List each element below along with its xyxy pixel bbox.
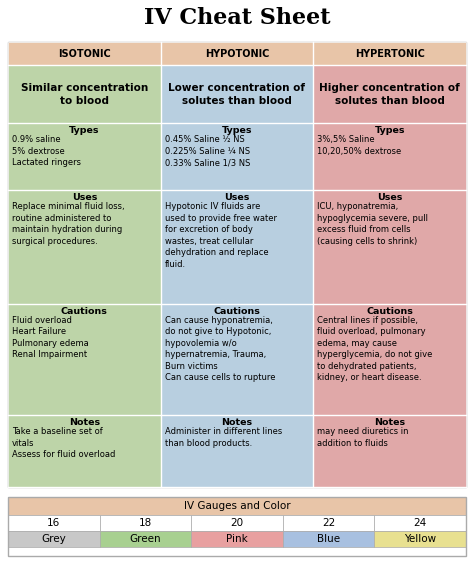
- Text: Cautions: Cautions: [214, 307, 260, 316]
- Text: Cautions: Cautions: [366, 307, 413, 316]
- Bar: [313, 304, 466, 415]
- Text: 20: 20: [230, 518, 244, 528]
- Text: HYPERTONIC: HYPERTONIC: [355, 48, 425, 58]
- Text: Administer in different lines
than blood products.: Administer in different lines than blood…: [164, 427, 282, 447]
- Bar: [8, 497, 466, 556]
- Text: Can cause hyponatremia,
do not give to Hypotonic,
hypovolemia w/o
hypernatremia,: Can cause hyponatremia, do not give to H…: [164, 316, 275, 382]
- Text: Take a baseline set of
vitals
Assess for fluid overload: Take a baseline set of vitals Assess for…: [12, 427, 115, 459]
- Text: 16: 16: [47, 518, 60, 528]
- Bar: [8, 123, 161, 191]
- Text: ICU, hyponatremia,
hypoglycemia severe, pull
excess fluid from cells
(causing ce: ICU, hyponatremia, hypoglycemia severe, …: [317, 202, 428, 246]
- Bar: [374, 515, 466, 531]
- Text: Blue: Blue: [317, 534, 340, 544]
- Text: Notes: Notes: [374, 418, 405, 427]
- Text: 0.9% saline
5% dextrose
Lactated ringers: 0.9% saline 5% dextrose Lactated ringers: [12, 135, 81, 167]
- Text: Replace minimal fluid loss,
routine administered to
maintain hydration during
su: Replace minimal fluid loss, routine admi…: [12, 202, 125, 246]
- Bar: [8, 531, 100, 547]
- Text: Similar concentration
to blood: Similar concentration to blood: [21, 83, 148, 106]
- Bar: [313, 65, 466, 123]
- Text: Higher concentration of
solutes than blood: Higher concentration of solutes than blo…: [319, 83, 460, 106]
- Text: Hypotonic IV fluids are
used to provide free water
for excretion of body
wastes,: Hypotonic IV fluids are used to provide …: [164, 202, 277, 269]
- Bar: [8, 304, 161, 415]
- Text: 24: 24: [414, 518, 427, 528]
- Text: ISOTONIC: ISOTONIC: [58, 48, 111, 58]
- Bar: [161, 191, 313, 304]
- Text: Fluid overload
Heart Failure
Pulmonary edema
Renal Impairment: Fluid overload Heart Failure Pulmonary e…: [12, 316, 89, 359]
- Bar: [8, 42, 161, 65]
- Text: Cautions: Cautions: [61, 307, 108, 316]
- Bar: [313, 415, 466, 487]
- Text: Uses: Uses: [377, 193, 402, 202]
- Bar: [8, 65, 161, 123]
- Bar: [161, 123, 313, 191]
- Bar: [8, 191, 161, 304]
- Bar: [191, 515, 283, 531]
- Text: Types: Types: [222, 126, 252, 135]
- Bar: [161, 415, 313, 487]
- Bar: [283, 515, 374, 531]
- Bar: [313, 42, 466, 65]
- Text: Notes: Notes: [69, 418, 100, 427]
- Text: IV Gauges and Color: IV Gauges and Color: [184, 501, 290, 511]
- Text: HYPOTONIC: HYPOTONIC: [205, 48, 269, 58]
- Bar: [161, 65, 313, 123]
- Text: Uses: Uses: [72, 193, 97, 202]
- Bar: [100, 515, 191, 531]
- Bar: [313, 123, 466, 191]
- Bar: [191, 531, 283, 547]
- Text: Grey: Grey: [41, 534, 66, 544]
- Text: may need diuretics in
addition to fluids: may need diuretics in addition to fluids: [317, 427, 409, 447]
- Bar: [313, 191, 466, 304]
- Text: Notes: Notes: [221, 418, 253, 427]
- Bar: [8, 415, 161, 487]
- Text: Yellow: Yellow: [404, 534, 436, 544]
- Text: Uses: Uses: [224, 193, 250, 202]
- Bar: [374, 531, 466, 547]
- Text: Types: Types: [374, 126, 405, 135]
- Text: Pink: Pink: [226, 534, 248, 544]
- Bar: [8, 42, 466, 487]
- Bar: [283, 531, 374, 547]
- Text: Central lines if possible,
fluid overload, pulmonary
edema, may cause
hyperglyce: Central lines if possible, fluid overloa…: [317, 316, 433, 382]
- Text: Green: Green: [129, 534, 161, 544]
- Text: 3%,5% Saline
10,20,50% dextrose: 3%,5% Saline 10,20,50% dextrose: [317, 135, 401, 156]
- Text: 0.45% Saline ½ NS
0.225% Saline ¼ NS
0.33% Saline 1/3 NS: 0.45% Saline ½ NS 0.225% Saline ¼ NS 0.3…: [164, 135, 250, 167]
- Bar: [8, 515, 100, 531]
- Text: 22: 22: [322, 518, 335, 528]
- Text: IV Cheat Sheet: IV Cheat Sheet: [144, 7, 330, 29]
- Text: 18: 18: [139, 518, 152, 528]
- Text: Types: Types: [69, 126, 100, 135]
- Bar: [100, 531, 191, 547]
- Text: Lower concentration of
solutes than blood: Lower concentration of solutes than bloo…: [168, 83, 306, 106]
- Bar: [161, 42, 313, 65]
- Bar: [161, 304, 313, 415]
- Bar: [8, 497, 466, 515]
